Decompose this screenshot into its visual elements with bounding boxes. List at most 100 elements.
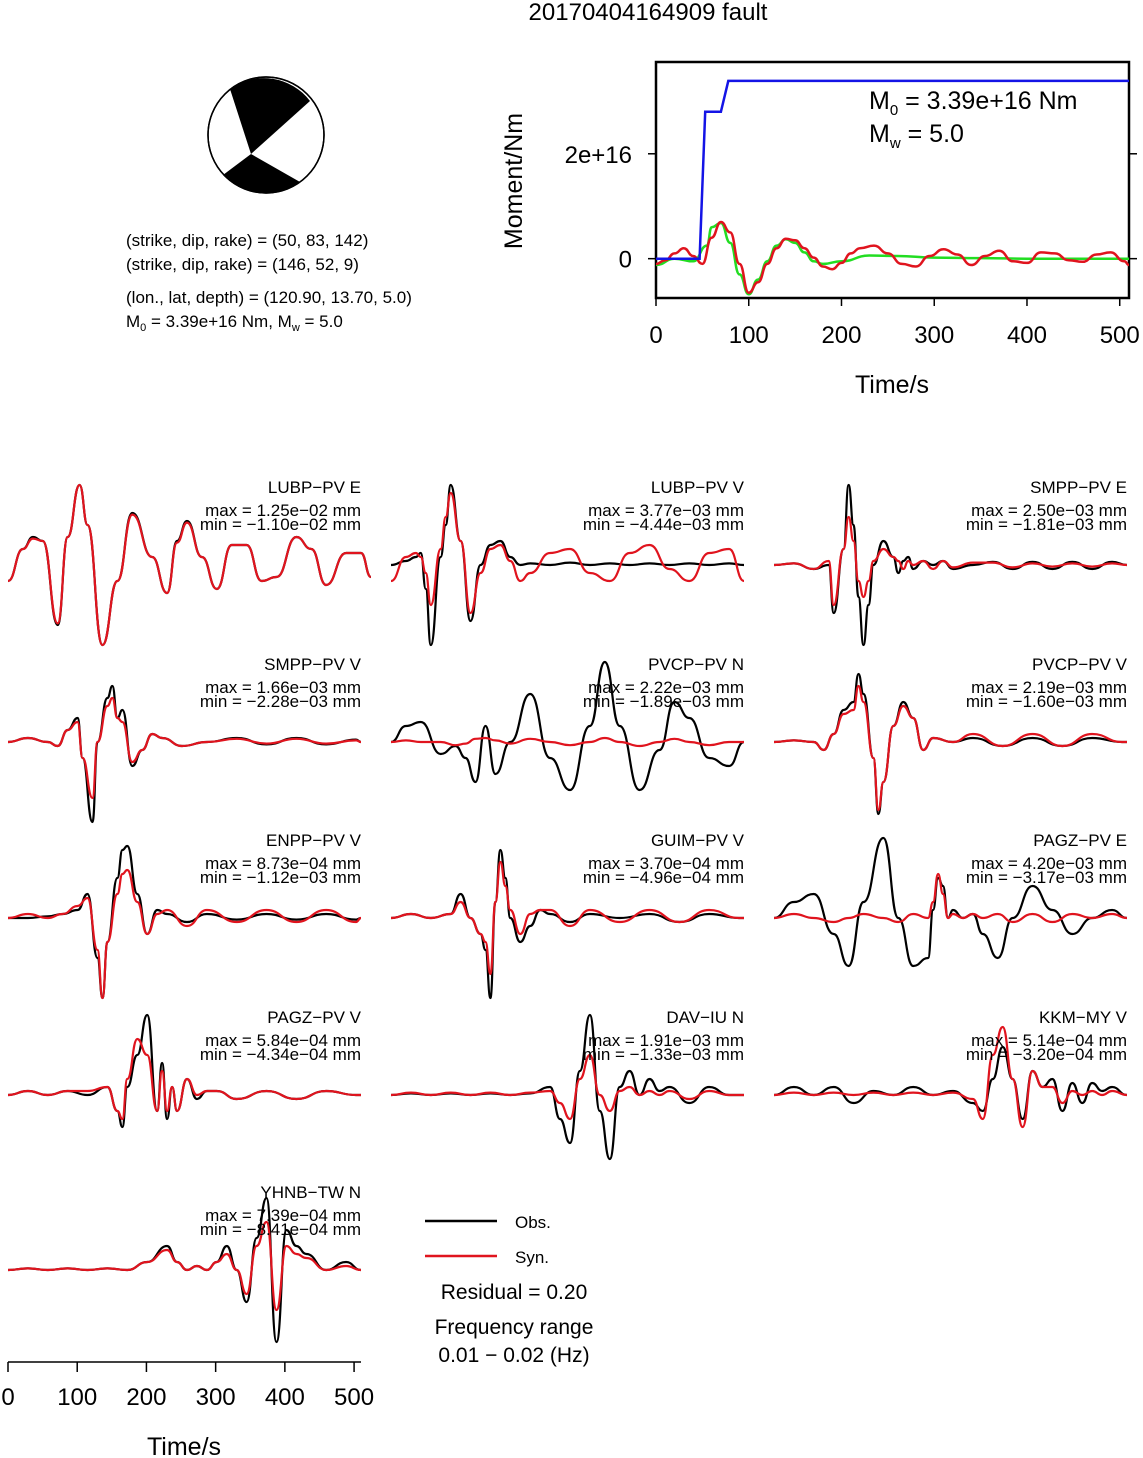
synthetic-trace	[390, 491, 745, 615]
stf-m0-annotation: M0 = 3.39e+16 Nm	[869, 87, 1077, 119]
panel-min-label: min = −1.12e−03 mm	[200, 868, 361, 887]
nodal-plane-2: (strike, dip, rake) = (146, 52, 9)	[126, 255, 359, 274]
observed-trace	[773, 1045, 1128, 1121]
stf-series-moment_rate-2	[655, 220, 1130, 295]
panel-station-label: YHNB−TW N	[260, 1183, 361, 1202]
waveform-x-tick-label: 500	[334, 1384, 374, 1411]
synthetic-trace	[773, 515, 1128, 607]
stf-x-tick-label: 100	[729, 322, 769, 349]
panel-min-label: min = −4.34e−04 mm	[200, 1045, 361, 1064]
synthetic-trace	[7, 483, 372, 647]
stf-x-axis-label: Time/s	[855, 371, 929, 399]
moment-magnitude-summary: M0 = 3.39e+16 Nm, Mw = 5.0	[126, 312, 343, 334]
panel-station-label: LUBP−PV V	[651, 478, 745, 497]
stf-x-tick-label: 200	[821, 322, 861, 349]
legend-syn-label: Syn.	[515, 1248, 549, 1267]
stf-plot-frame	[654, 60, 1131, 300]
panel-min-label: min = −8.41e−04 mm	[200, 1220, 361, 1239]
stf-x-tick-label: 400	[1007, 322, 1047, 349]
panel-station-label: SMPP−PV V	[264, 655, 362, 674]
stf-series-cumulative-0	[656, 79, 1129, 260]
synthetic-trace	[7, 696, 362, 800]
waveform-x-tick-label: 200	[126, 1384, 166, 1411]
panel-station-label: KKM−MY V	[1039, 1008, 1128, 1027]
observed-trace	[8, 844, 362, 1000]
stf-series-moment_rate-1	[655, 221, 1129, 296]
panel-min-label: min = −2.28e−03 mm	[200, 692, 361, 711]
frequency-range-value: 0.01 − 0.02 (Hz)	[438, 1344, 589, 1367]
synthetic-trace	[7, 868, 362, 1000]
synthetic-trace	[390, 736, 744, 748]
stf-x-tick-label: 0	[649, 322, 662, 349]
source-time-function-plot: 0 100 200 300 400 500 0 2e+16 Time/s Moment/Nm…	[500, 60, 1140, 399]
hypocenter-location: (lon., lat, depth) = (120.90, 13.70, 5.0…	[126, 288, 412, 307]
stf-y-axis-label: Moment/Nm	[500, 113, 528, 249]
stf-series-group	[655, 79, 1130, 296]
panel-max-label: max = 4.20e−03 mm	[971, 854, 1127, 873]
stf-y-tick-label: 0	[619, 247, 632, 274]
panel-max-label: max = 3.77e−03 mm	[588, 501, 744, 520]
beachball-compression-quadrant-upper	[230, 78, 310, 154]
synthetic-trace	[7, 1220, 362, 1312]
legend-obs-label: Obs.	[515, 1213, 551, 1232]
panel-min-label: min = −1.10e−02 mm	[200, 515, 361, 534]
panel-min-label: min = −1.81e−03 mm	[966, 515, 1127, 534]
beachball-compression-quadrant-lower	[223, 154, 300, 194]
panel-max-label: max = 8.73e−04 mm	[205, 854, 361, 873]
panel-max-label: max = 7.39e−04 mm	[205, 1206, 361, 1225]
observed-trace	[773, 836, 1128, 968]
panel-min-label: min = −3.17e−03 mm	[966, 868, 1127, 887]
residual-label: Residual = 0.20	[441, 1281, 588, 1304]
panel-station-label: GUIM−PV V	[651, 831, 745, 850]
panel-min-label: min = −4.96e−04 mm	[583, 868, 744, 887]
panel-max-label: max = 1.25e−02 mm	[205, 501, 361, 520]
observed-trace	[390, 848, 744, 1000]
stf-mw-annotation: Mw = 5.0	[869, 120, 964, 152]
observed-trace	[390, 660, 745, 792]
stf-x-axis: 0 100 200 300 400 500	[649, 298, 1140, 349]
panel-station-label: PVCP−PV N	[648, 655, 744, 674]
panel-min-label: min = −4.44e−03 mm	[583, 515, 744, 534]
synthetic-trace	[390, 1053, 744, 1121]
panel-max-label: max = 2.22e−03 mm	[588, 678, 744, 697]
panel-max-label: max = 1.66e−03 mm	[205, 678, 361, 697]
panel-station-label: LUBP−PV E	[268, 478, 361, 497]
nodal-plane-1: (strike, dip, rake) = (50, 83, 142)	[126, 231, 368, 250]
synthetic-trace	[390, 860, 744, 976]
synthetic-trace	[7, 1037, 361, 1121]
stf-x-tick-label: 300	[914, 322, 954, 349]
waveform-x-tick-label: 300	[196, 1384, 236, 1411]
synthetic-trace	[773, 1025, 1128, 1129]
panel-station-label: ENPP−PV V	[266, 831, 362, 850]
stf-y-axis: 0 2e+16	[565, 142, 1137, 274]
panel-station-label: DAV−IU N	[666, 1008, 744, 1027]
panel-max-label: max = 2.19e−03 mm	[971, 678, 1127, 697]
panel-station-label: PAGZ−PV E	[1033, 831, 1127, 850]
panel-min-label: min = −1.33e−03 mm	[583, 1045, 744, 1064]
panel-max-label: max = 1.91e−03 mm	[588, 1031, 744, 1050]
waveform-x-tick-label: 0	[1, 1384, 14, 1411]
frequency-range-label: Frequency range	[435, 1316, 594, 1339]
panel-station-label: SMPP−PV E	[1030, 478, 1127, 497]
figure-title: 20170404164909 fault	[529, 0, 768, 26]
panel-min-label: min = −3.20e−04 mm	[966, 1045, 1127, 1064]
synthetic-trace	[773, 872, 1128, 924]
synthetic-trace	[773, 684, 1127, 812]
focal-mechanism-beachball	[207, 76, 325, 194]
panel-station-label: PVCP−PV V	[1032, 655, 1128, 674]
stf-y-tick-label: 2e+16	[565, 142, 632, 169]
panel-max-label: max = 5.14e−04 mm	[971, 1031, 1127, 1050]
waveform-x-tick-label: 400	[265, 1384, 305, 1411]
